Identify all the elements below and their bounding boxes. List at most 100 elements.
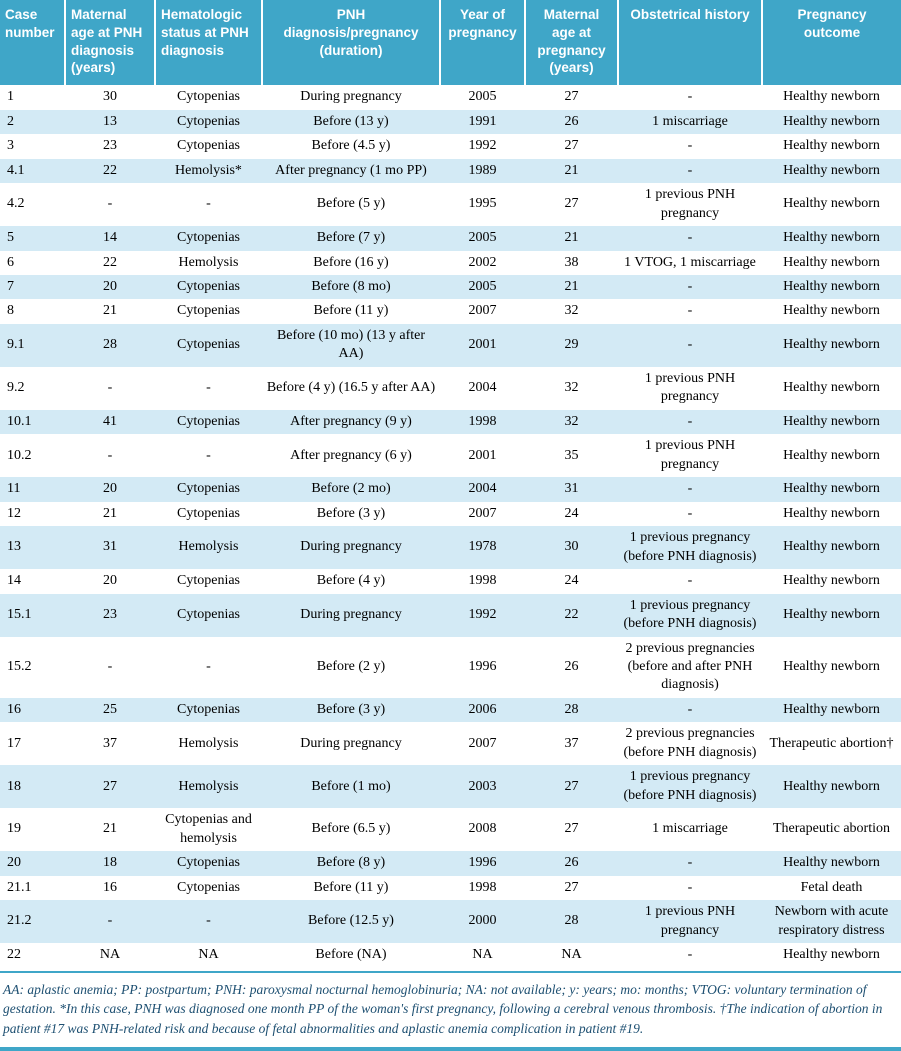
table-cell: 12 — [7, 505, 21, 521]
table-row: 18 27 Hemolysis Before (1 mo) 2003 27 1 previo… — [0, 765, 901, 809]
table-cell: Before (NA) — [315, 947, 387, 963]
table-cell: 9.1 — [7, 337, 25, 353]
table-cell: 23 — [103, 138, 117, 154]
table-cell: Healthy newborn — [783, 113, 880, 129]
table-cell: - — [107, 196, 113, 212]
table-cell: 18 — [103, 855, 117, 871]
table-cell: Healthy newborn — [783, 701, 880, 717]
table-cell: 6 — [7, 254, 14, 270]
table-cell: During pregnancy — [300, 735, 402, 751]
table-cell: Healthy newborn — [783, 279, 880, 294]
table-cell: 2005 — [468, 279, 497, 294]
table-cell: 2 previous pregnancies (before and after… — [625, 640, 755, 693]
table-cell: Healthy newborn — [783, 539, 880, 555]
table-cell: Healthy newborn — [783, 254, 880, 270]
table-cell: 3 — [7, 138, 14, 154]
table-cell: 13 — [103, 113, 117, 129]
table-cell: Healthy newborn — [783, 89, 880, 105]
table-cell: 1998 — [468, 573, 497, 589]
table-cell: Before (13 y) — [313, 113, 389, 129]
table-cell: 32 — [564, 380, 579, 396]
table-cell: - — [687, 947, 693, 963]
table-cell: During pregnancy — [300, 89, 402, 105]
table-cell: 27 — [564, 821, 579, 837]
table-cell: Healthy newborn — [783, 606, 880, 622]
table-cell: NA — [99, 947, 121, 963]
table-row: 9.1 28 Cytopenias Before (10 mo) (13 y afte… — [0, 323, 901, 367]
table-cell: NA — [561, 947, 582, 963]
table-cell: 23 — [103, 606, 117, 622]
table-cell: 21 — [103, 303, 117, 319]
table-cell: Cytopenias — [177, 230, 240, 246]
table-cell: 2008 — [468, 821, 497, 837]
table-cell: 21 — [103, 505, 117, 521]
table-cell: Healthy newborn — [783, 303, 880, 319]
table-cell: Cytopenias and hemolysis — [165, 812, 252, 846]
table-cell: 30 — [564, 539, 579, 555]
table-cell: 14 — [103, 230, 117, 246]
table-cell: Hemolysis — [178, 735, 239, 751]
table-cell: 27 — [564, 879, 579, 895]
table-cell: Cytopenias — [177, 701, 240, 717]
table-cell: - — [687, 413, 693, 429]
table-cell: Newborn with acute respiratory distress — [774, 904, 889, 938]
table-cell: 2001 — [468, 447, 497, 463]
table-cell: Before (8 mo) — [311, 279, 391, 294]
table-header: Case number Maternal age at PNH diagnosi… — [0, 0, 901, 86]
table-cell: Cytopenias — [177, 606, 240, 622]
table-cell: Healthy newborn — [783, 196, 880, 212]
table-row: 4.2 - - Before (5 y) 1995 27 1 previous PNH pr… — [0, 183, 901, 226]
table-cell: 2005 — [468, 230, 497, 246]
table-row: 20 18 Cytopenias Before (8 y) 1996 26 - Healthy… — [0, 851, 901, 876]
table-cell: 26 — [564, 658, 579, 674]
table-cell: 20 — [103, 573, 117, 589]
table-cell: - — [107, 380, 113, 396]
table-cell: 27 — [564, 778, 579, 794]
table-cell: NA — [472, 947, 493, 963]
table-cell: 2002 — [468, 254, 497, 270]
table-cell: - — [107, 658, 113, 674]
table-cell: 20 — [103, 279, 117, 294]
table-cell: - — [687, 337, 693, 353]
table-cell: 2001 — [468, 337, 497, 353]
table-cell: - — [687, 89, 693, 105]
table-cell: 19 — [7, 821, 21, 837]
table-cell: Cytopenias — [177, 303, 240, 319]
table-cell: 1996 — [468, 855, 497, 871]
table-cell: 14 — [7, 573, 21, 589]
table-row: 21.1 16 Cytopenias Before (11 y) 1998 27 - Feta… — [0, 876, 901, 900]
table-row: 19 21 Cytopenias and hemolysis Before (6.5 … — [0, 808, 901, 851]
table-cell: NA — [198, 947, 219, 963]
table-cell: 1998 — [468, 413, 497, 429]
table-cell: 13 — [7, 539, 21, 555]
table-cell: 37 — [103, 735, 117, 751]
table-cell: 1998 — [468, 879, 497, 895]
table-row: 10.1 41 Cytopenias After pregnancy (9 y) 199… — [0, 409, 901, 435]
table-cell: Healthy newborn — [783, 481, 880, 497]
table-cell: Cytopenias — [177, 113, 240, 129]
table-cell: 21 — [564, 162, 579, 178]
table-cell: 21 — [103, 821, 117, 837]
table-row: 21.2 - - Before (12.5 y) 2000 28 1 previous PN… — [0, 900, 901, 944]
table-cell: 31 — [564, 481, 579, 497]
table-cell: 22 — [7, 947, 21, 963]
table-row: 1 30 Cytopenias During pregnancy 2005 27 - Heal… — [0, 85, 901, 109]
table-cell: Healthy newborn — [783, 947, 880, 963]
table-cell: 4.1 — [7, 162, 25, 178]
table-cell: During pregnancy — [300, 606, 402, 622]
table-cell: Before (1 mo) — [311, 778, 391, 794]
table-row: 16 25 Cytopenias Before (3 y) 2006 28 - Healthy… — [0, 697, 901, 723]
table-row: 2 13 Cytopenias Before (13 y) 1991 26 1 miscar… — [0, 109, 901, 135]
table-cell: 15.1 — [7, 606, 32, 622]
col-header-pnh-diagnosis-pregnancy: PNH diagnosis/pregnancy (duration) — [262, 0, 441, 86]
table-cell: 31 — [103, 539, 117, 555]
table-cell: 1 previous PNH pregnancy — [644, 904, 736, 938]
table-cell: 22 — [564, 606, 579, 622]
col-header-maternal-age-at-pnh-diagnosis: Maternal age at PNH diagnosis (years) — [65, 0, 156, 86]
col-header-year-of-pregnancy: Year of pregnancy — [440, 0, 526, 86]
table-cell: Healthy newborn — [783, 447, 880, 463]
table-cell: 1978 — [468, 539, 497, 555]
table-cell: 16 — [103, 879, 117, 895]
table-row: 8 21 Cytopenias Before (11 y) 2007 32 - Healthy… — [0, 299, 901, 323]
